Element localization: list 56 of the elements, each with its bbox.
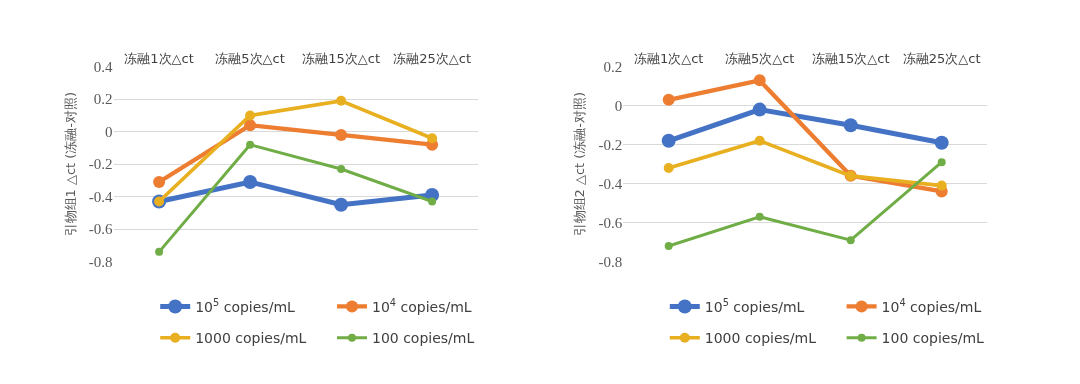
y-tick-label: 0.4 <box>93 58 114 75</box>
y-tick-label: -0.6 <box>88 221 114 238</box>
x-tick-label: 冻融1次△ct <box>633 51 704 67</box>
y-axis-title: 引物组1 △ct (冻融-对照) <box>62 91 78 237</box>
point <box>334 197 349 212</box>
point <box>755 212 764 221</box>
legend-label: 100 copies/mL <box>881 330 985 347</box>
point <box>936 180 947 191</box>
legend-label: 10$^{5}$ copies/mL <box>195 297 296 315</box>
point <box>663 163 674 174</box>
point <box>934 135 949 150</box>
x-tick-label: 冻融15次△ct <box>811 51 890 67</box>
point <box>244 119 257 132</box>
y-tick-label: -0.4 <box>598 175 623 192</box>
point <box>428 197 437 206</box>
point <box>155 247 164 256</box>
y-tick-label: -0.6 <box>598 214 623 231</box>
x-tick-label: 冻融5次△ct <box>724 51 795 67</box>
y-tick-label: -0.4 <box>88 188 114 205</box>
x-tick-label: 冻融5次△ct <box>215 51 285 67</box>
point <box>752 102 767 117</box>
y-tick-label: 0.2 <box>603 58 623 75</box>
point <box>843 118 858 133</box>
legend-label: 10$^{4}$ copies/mL <box>881 297 982 315</box>
point <box>427 133 438 144</box>
legend-label: 100 copies/mL <box>372 330 475 347</box>
y-tick-label: 0 <box>105 123 113 140</box>
x-tick-label: 冻融25次△ct <box>902 51 981 67</box>
y-tick-label: -0.2 <box>88 156 113 173</box>
point <box>664 242 673 251</box>
legend-label: 10$^{5}$ copies/mL <box>704 297 805 315</box>
point <box>937 158 946 167</box>
legend-label: 10$^{4}$ copies/mL <box>372 297 472 315</box>
point <box>661 133 676 148</box>
point <box>754 135 765 146</box>
y-tick-label: 0 <box>614 97 623 114</box>
point <box>337 165 346 174</box>
y-axis-title: 引物组2 △ct (冻融-对照) <box>572 91 588 237</box>
x-tick-label: 冻融15次△ct <box>302 51 380 67</box>
point <box>153 176 166 189</box>
point <box>336 95 347 106</box>
point <box>662 93 675 106</box>
legend-label: 1000 copies/mL <box>704 330 817 347</box>
x-tick-label: 冻融25次△ct <box>393 51 471 67</box>
y-tick-label: 0.2 <box>93 91 113 108</box>
y-tick-label: -0.2 <box>598 136 623 153</box>
y-tick-label: -0.8 <box>88 253 113 270</box>
point <box>846 236 855 245</box>
point <box>335 128 348 141</box>
point <box>246 140 255 149</box>
point <box>243 175 258 190</box>
legend-label: 1000 copies/mL <box>195 330 307 347</box>
x-tick-label: 冻融1次△ct <box>124 51 194 67</box>
point <box>245 110 256 121</box>
y-tick-label: -0.8 <box>598 253 623 270</box>
point <box>753 74 766 87</box>
